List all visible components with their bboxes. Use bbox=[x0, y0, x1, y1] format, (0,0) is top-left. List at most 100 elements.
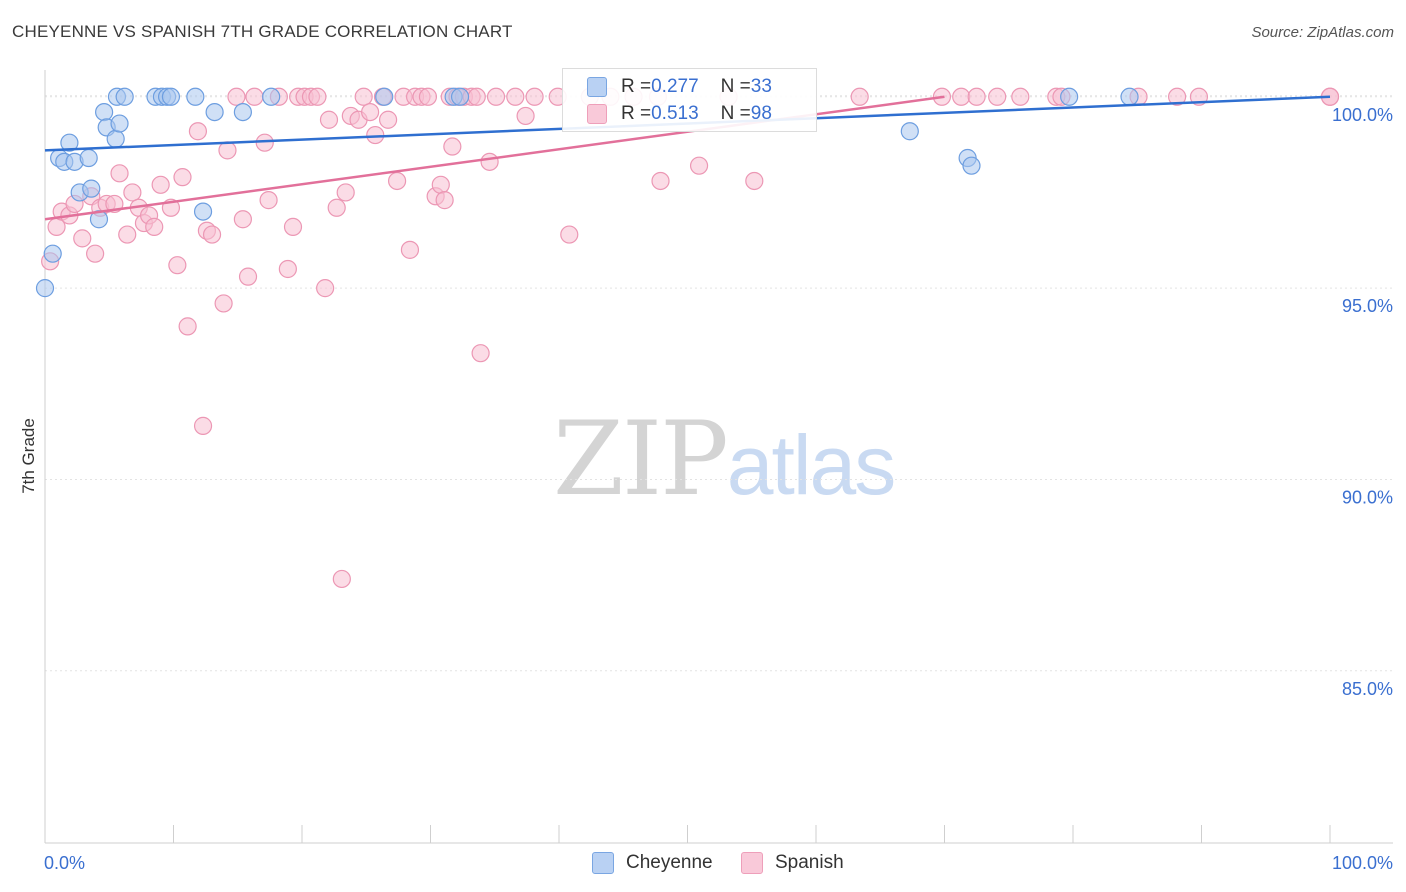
series-spanish-points bbox=[41, 87, 1340, 589]
spanish-point[interactable] bbox=[400, 240, 420, 259]
cheyenne-point[interactable] bbox=[106, 129, 125, 148]
spanish-point[interactable] bbox=[418, 87, 438, 106]
chart-title: CHEYENNE VS SPANISH 7TH GRADE CORRELATIO… bbox=[12, 22, 513, 41]
legend-item-cheyenne[interactable]: Cheyenne bbox=[592, 852, 713, 874]
spanish-point[interactable] bbox=[336, 183, 355, 202]
spanish-point[interactable] bbox=[316, 279, 335, 298]
spanish-point[interactable] bbox=[560, 225, 579, 244]
spanish-point[interactable] bbox=[435, 191, 454, 210]
r-value-cheyenne: 0.277 bbox=[651, 76, 699, 97]
spanish-swatch bbox=[587, 104, 607, 124]
y-tick-label: 90.0% bbox=[1342, 487, 1393, 507]
grid-lines bbox=[45, 95, 1393, 672]
spanish-point[interactable] bbox=[255, 133, 274, 152]
spanish-point[interactable] bbox=[332, 569, 351, 589]
spanish-point[interactable] bbox=[1011, 87, 1030, 106]
cheyenne-point[interactable] bbox=[60, 133, 79, 152]
cheyenne-point[interactable] bbox=[1060, 87, 1079, 106]
spanish-point[interactable] bbox=[1167, 87, 1187, 106]
cheyenne-point[interactable] bbox=[375, 87, 394, 106]
spanish-point[interactable] bbox=[506, 87, 525, 106]
legend-item-spanish[interactable]: Spanish bbox=[741, 852, 844, 874]
series-legend: Cheyenne Spanish bbox=[0, 852, 1406, 878]
r-label: R = bbox=[621, 103, 652, 124]
spanish-point[interactable] bbox=[443, 137, 462, 156]
spanish-point[interactable] bbox=[168, 256, 187, 275]
spanish-point[interactable] bbox=[525, 87, 544, 106]
cheyenne-point[interactable] bbox=[262, 87, 281, 106]
cheyenne-point[interactable] bbox=[450, 87, 470, 106]
cheyenne-point[interactable] bbox=[115, 87, 134, 106]
cheyenne-point[interactable] bbox=[79, 148, 98, 168]
spanish-point[interactable] bbox=[173, 168, 192, 187]
spanish-point[interactable] bbox=[467, 87, 486, 106]
cheyenne-point[interactable] bbox=[161, 87, 181, 106]
spanish-point[interactable] bbox=[283, 217, 303, 236]
cheyenne-point[interactable] bbox=[1120, 87, 1139, 106]
spanish-point[interactable] bbox=[245, 87, 264, 106]
spanish-point[interactable] bbox=[850, 87, 869, 106]
spanish-point[interactable] bbox=[118, 225, 137, 244]
source-label[interactable]: Source: ZipAtlas.com bbox=[1251, 24, 1394, 41]
spanish-point[interactable] bbox=[193, 416, 213, 435]
spanish-point[interactable] bbox=[378, 110, 398, 129]
spanish-point[interactable] bbox=[233, 210, 252, 229]
watermark-zip: ZIP bbox=[553, 400, 729, 519]
spanish-point[interactable] bbox=[431, 175, 450, 194]
cheyenne-point[interactable] bbox=[43, 244, 62, 263]
spanish-point[interactable] bbox=[145, 217, 164, 236]
spanish-point[interactable] bbox=[387, 171, 407, 191]
cheyenne-point[interactable] bbox=[900, 122, 919, 141]
spanish-point[interactable] bbox=[354, 87, 373, 106]
spanish-point[interactable] bbox=[967, 87, 986, 106]
spanish-point[interactable] bbox=[486, 87, 506, 106]
cheyenne-point[interactable] bbox=[233, 102, 252, 122]
stats-row-cheyenne: R = 0.277 N = 33 bbox=[587, 75, 772, 99]
spanish-point[interactable] bbox=[651, 171, 670, 191]
spanish-point[interactable] bbox=[278, 259, 297, 279]
spanish-point[interactable] bbox=[188, 122, 208, 141]
cheyenne-point[interactable] bbox=[110, 114, 129, 133]
spanish-point[interactable] bbox=[689, 156, 709, 175]
spanish-point[interactable] bbox=[952, 87, 971, 106]
spanish-point[interactable] bbox=[178, 317, 197, 336]
spanish-point[interactable] bbox=[151, 175, 170, 194]
cheyenne-point[interactable] bbox=[962, 156, 981, 175]
spanish-point[interactable] bbox=[361, 102, 380, 122]
n-label: N = bbox=[720, 76, 751, 97]
spanish-point[interactable] bbox=[259, 191, 278, 210]
spanish-point[interactable] bbox=[202, 225, 222, 244]
cheyenne-point[interactable] bbox=[35, 279, 55, 298]
stats-row-spanish: R = 0.513 N = 98 bbox=[587, 102, 772, 126]
spanish-point[interactable] bbox=[227, 87, 246, 106]
spanish-point[interactable] bbox=[516, 106, 535, 126]
spanish-point[interactable] bbox=[988, 87, 1007, 106]
spanish-point[interactable] bbox=[214, 294, 233, 313]
spanish-point[interactable] bbox=[73, 229, 92, 248]
cheyenne-point[interactable] bbox=[95, 102, 114, 122]
y-tick-label: 100.0% bbox=[1332, 105, 1393, 125]
spanish-point[interactable] bbox=[480, 152, 499, 171]
spanish-point[interactable] bbox=[218, 141, 237, 160]
spanish-point[interactable] bbox=[123, 183, 142, 202]
cheyenne-point[interactable] bbox=[205, 102, 224, 122]
spanish-point[interactable] bbox=[308, 87, 327, 106]
spanish-point[interactable] bbox=[745, 171, 764, 191]
r-label: R = bbox=[621, 76, 652, 97]
cheyenne-point[interactable] bbox=[186, 87, 205, 106]
spanish-point[interactable] bbox=[238, 267, 258, 286]
spanish-point[interactable] bbox=[366, 125, 385, 145]
spanish-point[interactable] bbox=[110, 164, 129, 183]
legend-label-cheyenne: Cheyenne bbox=[626, 852, 713, 873]
cheyenne-point[interactable] bbox=[82, 179, 101, 198]
spanish-point[interactable] bbox=[471, 344, 490, 363]
x-tick-label: 0.0% bbox=[44, 853, 85, 873]
spanish-point[interactable] bbox=[86, 244, 105, 263]
cheyenne-point[interactable] bbox=[193, 202, 213, 221]
spanish-point[interactable] bbox=[319, 110, 339, 129]
zipatlas-watermark: ZIPatlas bbox=[553, 400, 896, 519]
n-value-cheyenne: 33 bbox=[750, 76, 772, 97]
spanish-point[interactable] bbox=[327, 198, 346, 217]
watermark-atlas: atlas bbox=[726, 418, 896, 512]
